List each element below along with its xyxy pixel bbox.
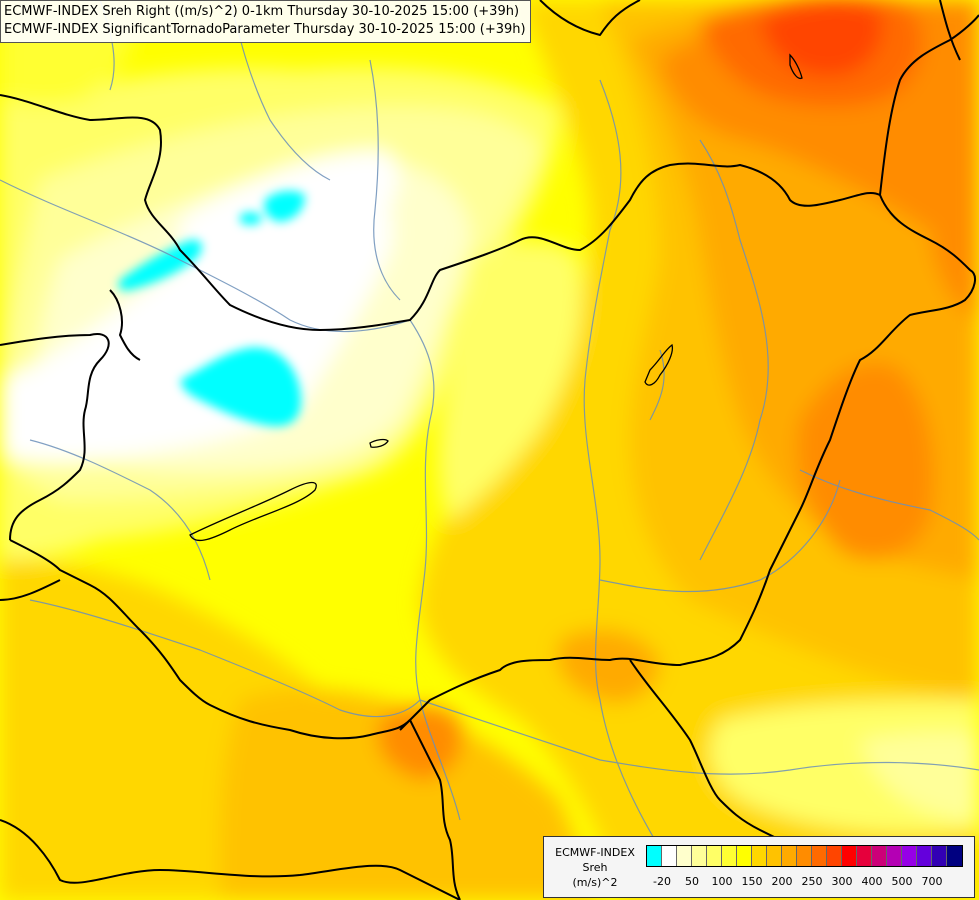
- legend-swatch: [662, 846, 677, 866]
- legend-title-line2: Sreh: [582, 861, 608, 874]
- legend-swatch: [707, 846, 722, 866]
- legend-tick-label: 400: [861, 875, 883, 888]
- legend-tick-label: 150: [741, 875, 763, 888]
- legend-swatch: [737, 846, 752, 866]
- legend-title-line1: ECMWF-INDEX: [555, 846, 635, 859]
- legend-swatch: [857, 846, 872, 866]
- legend-swatch: [752, 846, 767, 866]
- legend-tick-label: 300: [831, 875, 853, 888]
- legend-swatch: [797, 846, 812, 866]
- legend-title-line3: (m/s)^2: [572, 876, 618, 889]
- title-line-sreh: ECMWF-INDEX Sreh Right ((m/s)^2) 0-1km T…: [4, 4, 520, 19]
- legend-swatch: [767, 846, 782, 866]
- lakes: [189, 53, 803, 542]
- legend-swatch: [827, 846, 842, 866]
- title-line-stp: ECMWF-INDEX SignificantTornadoParameter …: [4, 22, 526, 37]
- map-title-box: ECMWF-INDEX Sreh Right ((m/s)^2) 0-1km T…: [0, 0, 531, 43]
- legend-swatch: [872, 846, 887, 866]
- legend-swatch: [812, 846, 827, 866]
- legend-swatches: [646, 845, 963, 867]
- legend-swatch: [782, 846, 797, 866]
- legend-swatch: [842, 846, 857, 866]
- legend-title: ECMWF-INDEX Sreh (m/s)^2: [548, 845, 642, 890]
- legend-swatch: [932, 846, 947, 866]
- legend-swatch: [947, 846, 962, 866]
- legend-tick-label: 700: [921, 875, 943, 888]
- legend-swatch: [887, 846, 902, 866]
- legend-tick-label: -20: [653, 875, 671, 888]
- legend-tick-label: 200: [771, 875, 793, 888]
- legend-swatch: [677, 846, 692, 866]
- legend-swatch: [722, 846, 737, 866]
- legend-swatch: [902, 846, 917, 866]
- legend-tick-label: 100: [711, 875, 733, 888]
- legend-swatch: [692, 846, 707, 866]
- legend-swatch: [647, 846, 662, 866]
- legend-tick-label: 500: [891, 875, 913, 888]
- legend-tick-label: 50: [685, 875, 699, 888]
- color-legend: ECMWF-INDEX Sreh (m/s)^2 -20 50 100 150 200 2…: [543, 836, 975, 898]
- river-lines: [0, 0, 979, 881]
- legend-swatch: [917, 846, 932, 866]
- legend-tick-label: 250: [801, 875, 823, 888]
